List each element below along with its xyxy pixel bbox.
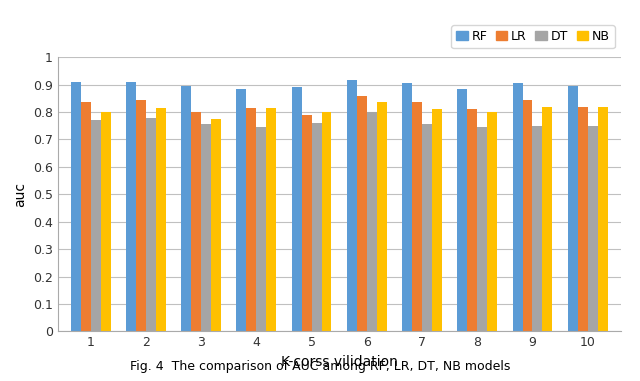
- Bar: [301, 115, 312, 331]
- Bar: [91, 120, 100, 331]
- Y-axis label: auc: auc: [13, 182, 27, 207]
- Bar: [487, 112, 497, 331]
- Bar: [181, 86, 191, 331]
- Bar: [377, 102, 387, 331]
- Bar: [312, 123, 321, 331]
- Bar: [367, 112, 377, 331]
- Bar: [211, 119, 221, 331]
- Bar: [422, 124, 432, 331]
- Legend: RF, LR, DT, NB: RF, LR, DT, NB: [451, 25, 614, 48]
- Bar: [71, 82, 81, 331]
- Bar: [126, 82, 136, 331]
- Bar: [321, 112, 332, 331]
- Bar: [477, 127, 487, 331]
- Bar: [458, 89, 467, 331]
- Bar: [568, 86, 578, 331]
- Bar: [598, 107, 607, 331]
- Text: Fig. 4  The comparison of AUC among RF, LR, DT, NB models: Fig. 4 The comparison of AUC among RF, L…: [130, 360, 510, 373]
- Bar: [81, 102, 91, 331]
- Bar: [412, 102, 422, 331]
- Bar: [357, 96, 367, 331]
- X-axis label: K-corss vilidation: K-corss vilidation: [281, 355, 397, 369]
- Bar: [513, 83, 522, 331]
- Bar: [347, 80, 357, 331]
- Bar: [467, 109, 477, 331]
- Bar: [542, 107, 552, 331]
- Bar: [588, 126, 598, 331]
- Bar: [522, 100, 532, 331]
- Bar: [191, 112, 201, 331]
- Bar: [266, 108, 276, 331]
- Bar: [146, 117, 156, 331]
- Bar: [201, 124, 211, 331]
- Bar: [156, 108, 166, 331]
- Bar: [578, 107, 588, 331]
- Bar: [136, 100, 146, 331]
- Bar: [257, 127, 266, 331]
- Bar: [237, 89, 246, 331]
- Bar: [292, 87, 301, 331]
- Bar: [100, 112, 111, 331]
- Bar: [402, 83, 412, 331]
- Bar: [532, 126, 542, 331]
- Bar: [246, 108, 257, 331]
- Bar: [432, 109, 442, 331]
